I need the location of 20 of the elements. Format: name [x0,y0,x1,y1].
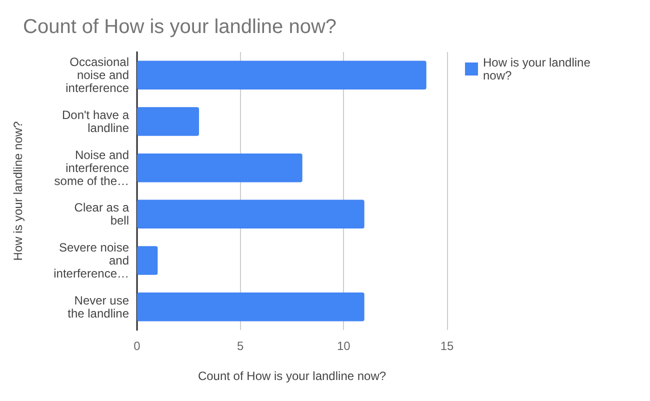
x-tick-label: 15 [440,339,454,353]
y-axis-title: How is your landline now? [11,120,25,261]
bar [137,60,426,90]
x-axis-title: Count of How is your landline now? [198,369,386,383]
legend-label: How is your landline now? [483,56,591,82]
chart-title: Count of How is your landline now? [23,16,337,38]
y-tick-label: Severe noise and interference… [54,240,130,280]
y-tick-label: Never use the landline [68,293,130,320]
x-tick-label: 0 [134,339,141,353]
x-tick-label: 10 [336,339,351,353]
y-tick-label: Occasional noise and interference [66,55,130,96]
bar [137,246,158,275]
bar [137,153,302,182]
bar [137,200,364,229]
x-tick-label: 5 [236,339,244,353]
y-tick-label: Clear as a bell [74,200,130,228]
y-tick-label: Noise and interference some of the… [54,148,130,188]
bar [137,107,199,136]
y-tick-label: Don't have a landline [62,108,130,135]
bar [137,292,364,322]
